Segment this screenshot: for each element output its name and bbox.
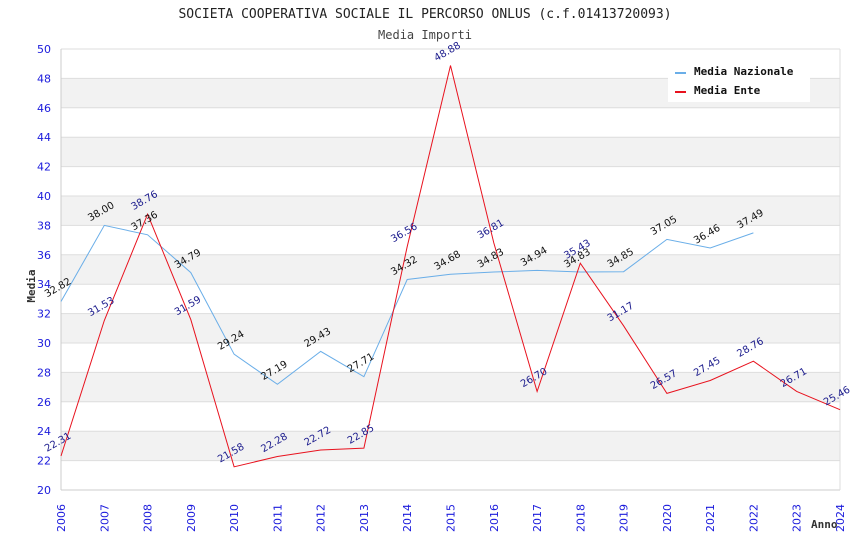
- x-tick-label: 2012: [315, 504, 328, 532]
- y-tick-label: 42: [37, 161, 51, 174]
- y-tick-label: 48: [37, 72, 51, 85]
- legend: Media Nazionale Media Ente: [668, 60, 810, 102]
- y-tick-label: 30: [37, 337, 51, 350]
- y-tick-label: 40: [37, 190, 51, 203]
- x-tick-label: 2009: [185, 504, 198, 532]
- x-tick-label: 2011: [271, 504, 284, 532]
- grid-band: [61, 254, 840, 285]
- x-tick-label: 2010: [228, 504, 241, 532]
- x-tick-label: 2024: [834, 504, 847, 532]
- legend-box: [668, 60, 810, 102]
- x-tick-label: 2018: [574, 504, 587, 532]
- grid-band: [61, 196, 840, 226]
- series-line-media-nazionale: [60, 224, 754, 385]
- y-tick-label: 50: [37, 43, 51, 56]
- grid-lines: [61, 48, 840, 462]
- chart-title: SOCIETA COOPERATIVA SOCIALE IL PERCORSO …: [178, 7, 671, 22]
- legend-label-media-ente: Media Ente: [694, 84, 761, 97]
- x-tick-label: 2023: [791, 504, 804, 532]
- y-tick-label: 26: [37, 396, 51, 409]
- chart-subtitle: Media Importi: [378, 28, 472, 42]
- x-tick-label: 2022: [747, 504, 760, 532]
- grid-band: [61, 137, 840, 167]
- y-tick-label: 44: [37, 131, 51, 144]
- x-axis-title: Anno: [811, 518, 838, 531]
- x-tick-label: 2008: [142, 504, 155, 532]
- y-tick-label: 28: [37, 366, 51, 379]
- x-tick-label: 2017: [531, 504, 544, 532]
- x-tick-label: 2013: [358, 504, 371, 532]
- x-tick-label: 2006: [55, 504, 68, 532]
- y-tick-label: 36: [37, 249, 51, 262]
- series-lines: [60, 65, 841, 468]
- series-line-media-ente: [60, 65, 841, 468]
- y-tick-label: 34: [37, 278, 51, 291]
- x-tick-labels: 2006 2007 2008 2009 2010 2011 2012 2013 2014 2015…: [55, 504, 847, 532]
- y-tick-label: 32: [37, 308, 51, 321]
- data-label: 36.46: [692, 223, 722, 247]
- x-tick-label: 2007: [98, 504, 111, 532]
- data-label: 48.88: [433, 40, 463, 64]
- y-tick-label: 20: [37, 484, 51, 497]
- y-tick-labels: 20 22 24 26 28 30 32 34 36 38 40 42 44 46 48 50: [37, 43, 51, 497]
- y-tick-label: 24: [37, 425, 51, 438]
- grid-band: [61, 431, 840, 461]
- y-axis-title: Media: [25, 269, 38, 302]
- x-tick-label: 2021: [704, 504, 717, 532]
- x-tick-label: 2014: [401, 504, 414, 532]
- x-tick-label: 2016: [488, 504, 501, 532]
- x-tick-label: 2015: [445, 504, 458, 532]
- x-tick-label: 2019: [618, 504, 631, 532]
- y-tick-label: 46: [37, 102, 51, 115]
- grid-bands: [61, 78, 840, 461]
- grid-band: [61, 372, 840, 402]
- x-tick-label: 2020: [661, 504, 674, 532]
- y-tick-label: 38: [37, 219, 51, 232]
- data-label: 27.71: [346, 351, 376, 375]
- legend-label-media-nazionale: Media Nazionale: [694, 65, 794, 78]
- y-tick-label: 22: [37, 455, 51, 468]
